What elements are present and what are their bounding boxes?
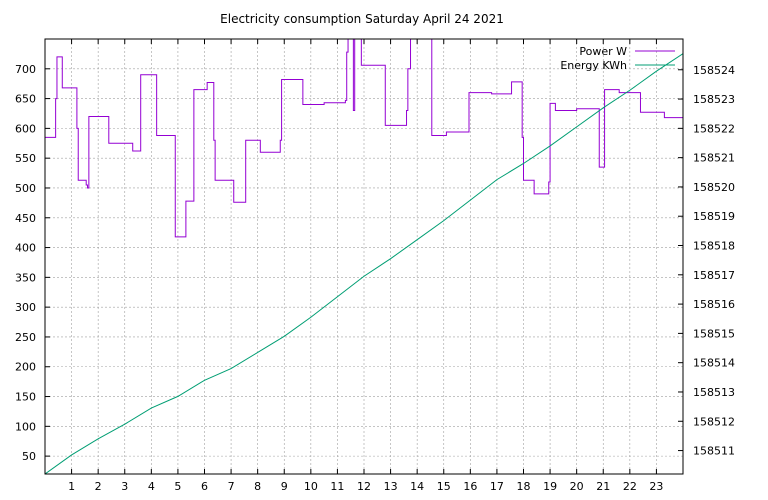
y-left-tick-label: 250 (15, 331, 36, 344)
y-left-tick-label: 300 (15, 301, 36, 314)
x-tick-label: 18 (517, 480, 531, 493)
y-left-tick-label: 450 (15, 212, 36, 225)
y-left-tick-label: 400 (15, 242, 36, 255)
x-tick-label: 10 (304, 480, 318, 493)
x-tick-label: 13 (384, 480, 398, 493)
y-left-tick-label: 200 (15, 361, 36, 374)
x-tick-label: 4 (148, 480, 155, 493)
y-left-tick-label: 350 (15, 271, 36, 284)
y-left-tick-label: 550 (15, 152, 36, 165)
y-right-tick-label: 158515 (693, 327, 735, 340)
y-right-tick-label: 158521 (693, 152, 735, 165)
y-right-tick-label: 158511 (693, 445, 735, 458)
x-tick-label: 22 (623, 480, 637, 493)
y-axis-left: 50 100 150 200 250 300 350 400 450 500 550 600 650 70… (15, 63, 50, 463)
y-right-tick-label: 158518 (693, 240, 735, 253)
x-tick-label: 12 (357, 480, 371, 493)
x-tick-label: 17 (490, 480, 504, 493)
y-left-tick-label: 700 (15, 63, 36, 76)
x-tick-label: 1 (68, 480, 75, 493)
y-left-tick-label: 150 (15, 391, 36, 404)
y-axis-right: 158511 158512 158513 158514 158515 158516 1585… (678, 64, 735, 458)
power-series-line (45, 39, 683, 238)
x-tick-label: 20 (570, 480, 584, 493)
x-tick-label: 6 (201, 480, 208, 493)
x-tick-label: 16 (463, 480, 477, 493)
x-tick-label: 19 (543, 480, 557, 493)
chart-title: Electricity consumption Saturday April 2… (220, 12, 504, 26)
x-tick-label: 9 (281, 480, 288, 493)
x-tick-label: 15 (437, 480, 451, 493)
y-left-tick-label: 600 (15, 122, 36, 135)
y-right-tick-label: 158517 (693, 269, 735, 282)
y-left-tick-label: 50 (22, 450, 36, 463)
x-tick-label: 7 (228, 480, 235, 493)
y-right-tick-label: 158519 (693, 210, 735, 223)
legend-label-energy: Energy KWh (560, 59, 627, 72)
x-tick-label: 14 (410, 480, 424, 493)
y-right-tick-label: 158523 (693, 93, 735, 106)
x-tick-label: 8 (254, 480, 261, 493)
x-tick-label: 3 (121, 480, 128, 493)
x-axis: 1 2 3 4 5 6 7 8 9 10 11 12 13 14 15 16 17 18 19 20 21 22 23 (68, 39, 663, 493)
x-tick-label: 21 (596, 480, 610, 493)
x-tick-label: 2 (95, 480, 102, 493)
x-tick-label: 23 (649, 480, 663, 493)
y-right-tick-label: 158524 (693, 64, 735, 77)
y-right-tick-label: 158513 (693, 386, 735, 399)
y-left-tick-label: 650 (15, 93, 36, 106)
legend: Power W Energy KWh (560, 45, 675, 72)
x-tick-label: 5 (174, 480, 181, 493)
y-right-tick-label: 158520 (693, 181, 735, 194)
y-left-tick-label: 500 (15, 182, 36, 195)
y-right-tick-label: 158522 (693, 122, 735, 135)
legend-label-power: Power W (579, 45, 627, 58)
y-right-tick-label: 158516 (693, 298, 735, 311)
y-left-tick-label: 100 (15, 420, 36, 433)
grid (45, 39, 683, 474)
y-right-tick-label: 158512 (693, 415, 735, 428)
series (45, 39, 683, 474)
y-right-tick-label: 158514 (693, 357, 735, 370)
energy-series-line (45, 53, 683, 474)
x-tick-label: 11 (330, 480, 344, 493)
